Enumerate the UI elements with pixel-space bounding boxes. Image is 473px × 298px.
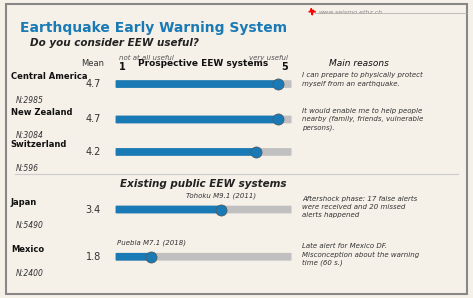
Text: I can prepare to physically protect
myself from an earthquake.: I can prepare to physically protect myse…	[302, 72, 423, 86]
Text: Central America: Central America	[11, 72, 88, 81]
Text: 3.4: 3.4	[86, 204, 101, 215]
Text: 5: 5	[281, 62, 288, 72]
Text: N:3084: N:3084	[16, 131, 44, 140]
Text: 1: 1	[119, 62, 126, 72]
Text: Main reasons: Main reasons	[329, 59, 389, 68]
Text: Prospective EEW systems: Prospective EEW systems	[139, 59, 269, 68]
FancyBboxPatch shape	[116, 116, 291, 123]
Text: Existing public EEW systems: Existing public EEW systems	[120, 179, 287, 189]
FancyBboxPatch shape	[116, 148, 257, 156]
FancyBboxPatch shape	[116, 80, 279, 88]
Text: www.seismo.ethz.ch: www.seismo.ethz.ch	[319, 10, 383, 15]
Text: N:5490: N:5490	[16, 221, 44, 230]
Text: 4.2: 4.2	[86, 147, 101, 157]
Text: Tohoku M9.1 (2011): Tohoku M9.1 (2011)	[186, 193, 256, 199]
FancyBboxPatch shape	[116, 206, 222, 213]
FancyBboxPatch shape	[116, 253, 152, 260]
Text: N:2400: N:2400	[16, 268, 44, 277]
Text: Mexico: Mexico	[11, 245, 44, 254]
Text: very useful: very useful	[249, 55, 288, 60]
Text: Earthquake Early Warning System: Earthquake Early Warning System	[20, 21, 287, 35]
Text: 4.7: 4.7	[86, 114, 101, 125]
Text: N:2985: N:2985	[16, 96, 44, 105]
FancyBboxPatch shape	[116, 148, 291, 156]
Text: N:596: N:596	[16, 164, 38, 173]
FancyBboxPatch shape	[116, 206, 291, 213]
Text: 1.8: 1.8	[86, 252, 101, 262]
Text: Do you consider EEW useful?: Do you consider EEW useful?	[30, 38, 199, 48]
Text: Switzerland: Switzerland	[11, 140, 67, 149]
Text: Mean: Mean	[81, 59, 105, 68]
Text: Japan: Japan	[11, 198, 37, 207]
Text: Aftershock phase: 17 false alerts
were received and 20 missed
alerts happened: Aftershock phase: 17 false alerts were r…	[302, 196, 418, 218]
Text: Late alert for Mexico DF.
Misconception about the warning
time (60 s.): Late alert for Mexico DF. Misconception …	[302, 243, 420, 266]
FancyBboxPatch shape	[116, 253, 291, 260]
Text: New Zealand: New Zealand	[11, 108, 72, 117]
Text: It would enable me to help people
nearby (family, friends, vulnerable
persons).: It would enable me to help people nearby…	[302, 108, 424, 131]
FancyBboxPatch shape	[6, 4, 467, 294]
Text: not at all useful: not at all useful	[119, 55, 174, 60]
Text: Puebla M7.1 (2018): Puebla M7.1 (2018)	[117, 240, 186, 246]
FancyBboxPatch shape	[116, 80, 291, 88]
Text: 4.7: 4.7	[86, 79, 101, 89]
FancyBboxPatch shape	[116, 116, 279, 123]
